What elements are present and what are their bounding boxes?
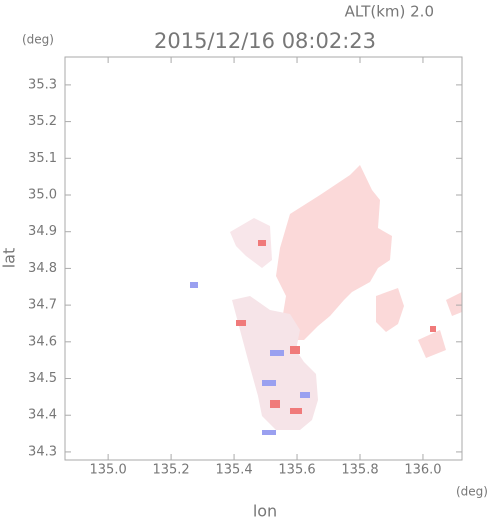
y-tick-label: 35.3 <box>28 77 57 92</box>
y-tick-label: 35.1 <box>28 151 57 166</box>
x-tick-label: 135.0 <box>90 463 127 478</box>
x-tick-label: 136.0 <box>404 463 441 478</box>
y-tick-label: 34.7 <box>28 298 57 313</box>
x-tick-label: 135.6 <box>278 463 315 478</box>
y-tick-label: 34.8 <box>28 261 57 276</box>
radar-echo <box>230 165 462 430</box>
radar-noise <box>190 240 436 435</box>
x-tick-label: 135.4 <box>215 463 252 478</box>
y-tick-label: 35.0 <box>28 188 57 203</box>
x-unit: (deg) <box>456 485 488 499</box>
x-tick-label: 135.2 <box>152 463 189 478</box>
y-tick-label: 35.2 <box>28 114 57 129</box>
y-tick-label: 34.4 <box>28 408 57 423</box>
plot-frame <box>64 56 463 461</box>
y-tick-label: 34.3 <box>28 444 57 459</box>
y-unit: (deg) <box>22 33 54 47</box>
y-tick-label: 34.5 <box>28 371 57 386</box>
x-axis-label: lon <box>253 502 277 521</box>
y-axis-label: lat <box>0 248 19 269</box>
y-tick-label: 34.9 <box>28 224 57 239</box>
x-tick-label: 135.8 <box>341 463 378 478</box>
subtitle: ALT(km) 2.0 <box>345 3 434 21</box>
chart-title: 2015/12/16 08:02:23 <box>154 29 376 53</box>
y-tick-label: 34.6 <box>28 334 57 349</box>
